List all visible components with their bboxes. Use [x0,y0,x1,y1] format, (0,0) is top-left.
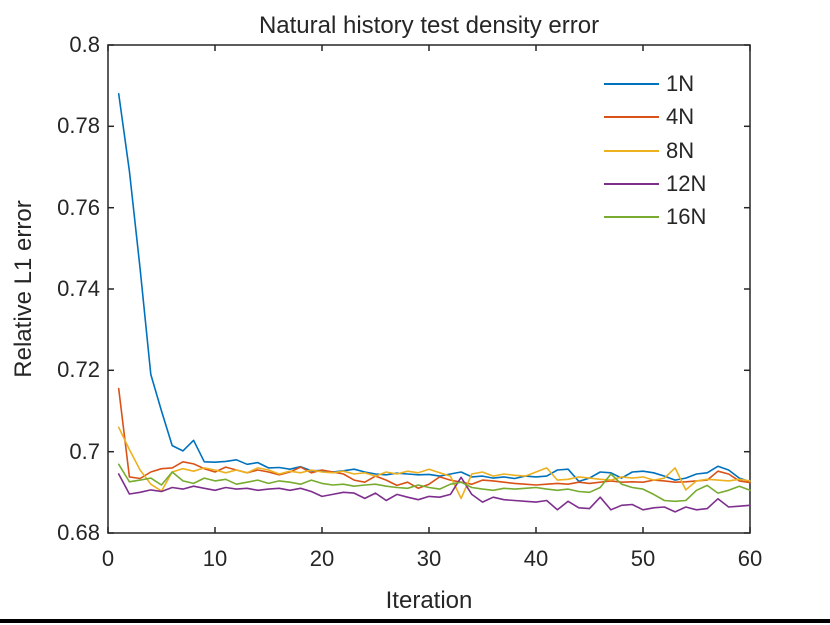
window-bottom-border [0,619,830,623]
series-line-12N [117,473,751,513]
legend-line-12N [604,182,659,185]
y-tick-label: 0.72 [57,357,100,383]
chart-title: Natural history test density error [258,12,600,39]
x-tick-label: 0 [101,546,115,571]
x-tick-label: 40 [523,546,549,571]
series-line-8N [117,426,751,500]
y-tick-label: 0.76 [57,194,100,220]
legend-label-8N: 8N [666,137,695,163]
x-tick-label: 50 [630,546,656,571]
legend-label-1N: 1N [666,71,695,96]
legend-line-1N [604,83,659,85]
y-tick-label: 0.7 [69,438,100,464]
y-tick-label: 0.74 [57,276,100,301]
legend-line-8N [604,149,659,152]
x-tick-label: 60 [737,546,763,571]
y-tick-label: 0.68 [57,520,100,545]
x-tick-label: 30 [416,546,442,571]
legend-label-12N: 12N [666,170,707,196]
x-axis-label: Iteration [385,587,473,614]
legend-line-16N [604,216,659,219]
series-line-16N [117,463,751,503]
x-tick-label: 10 [202,546,228,571]
axes-box [107,44,751,534]
legend-line-4N [604,116,659,119]
series-line-1N [117,93,751,483]
y-tick-label: 0.78 [57,113,100,139]
series-line-4N [117,387,751,490]
x-tick-label: 20 [309,546,335,571]
legend-label-16N: 16N [666,204,707,230]
y-tick-label: 0.8 [69,32,100,57]
legend-label-4N: 4N [666,104,695,130]
